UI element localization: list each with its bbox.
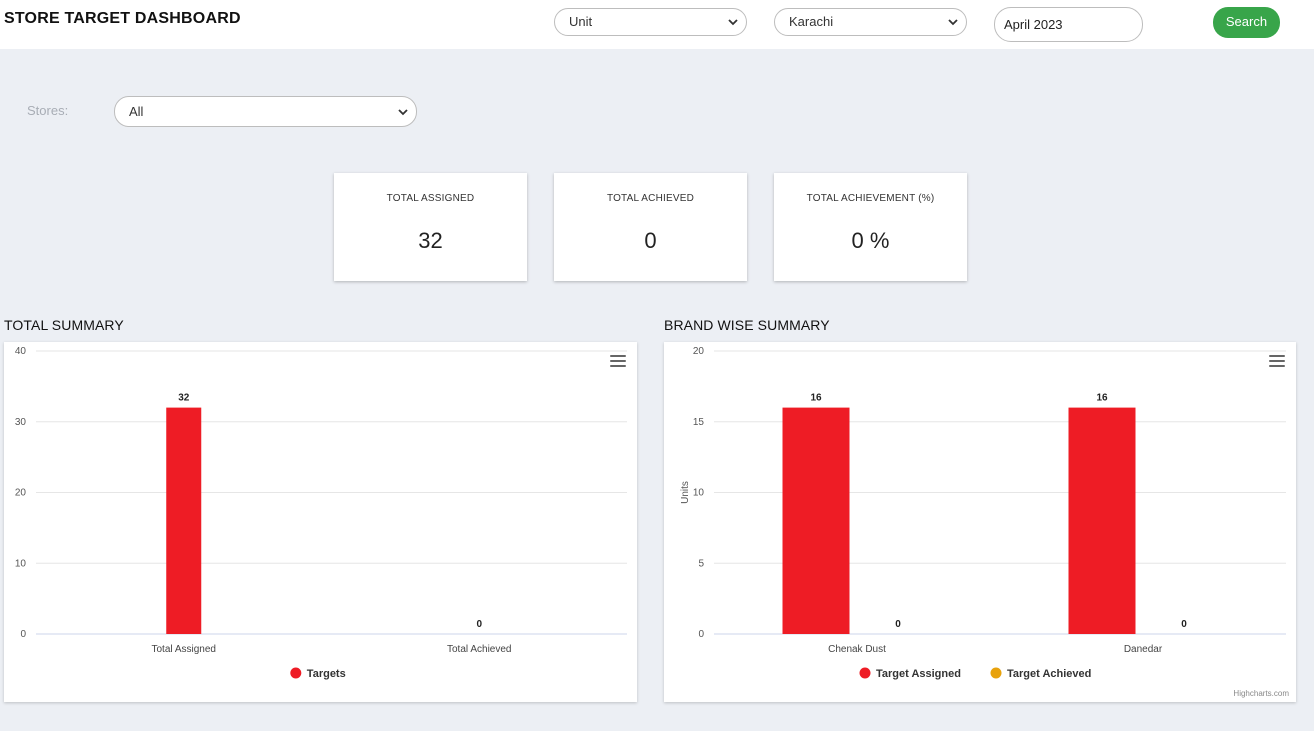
legend-marker [859,667,871,679]
data-label: 0 [1181,619,1187,630]
total-summary-chart: 0 10 20 30 40 32 Total Assigned 0 Total Achieved… [4,342,637,702]
total-achieved-card: TOTAL ACHIEVED 0 [554,173,747,281]
chevron-down-icon [398,109,408,116]
unit-select[interactable]: Unit [554,8,747,36]
bar [1068,407,1136,634]
hamburger-menu-icon[interactable] [610,355,626,367]
page-title: STORE TARGET DASHBOARD [4,10,241,27]
city-select[interactable]: Karachi [774,8,967,36]
stores-select-value: All [129,104,144,119]
brand-summary-title: BRAND WISE SUMMARY [664,317,830,333]
total-summary-title: TOTAL SUMMARY [4,317,124,333]
y-tick-label: 40 [15,346,27,357]
total-assigned-card: TOTAL ASSIGNED 32 [334,173,527,281]
y-tick-label: 5 [698,558,704,569]
chevron-down-icon [728,19,738,26]
bar [782,407,850,634]
top-bar: STORE TARGET DASHBOARD Unit Karachi Apri… [0,0,1314,49]
data-label: 16 [810,393,822,404]
y-tick-label: 10 [15,558,27,569]
x-tick-label: Danedar [1124,644,1163,655]
card-label: TOTAL ASSIGNED [386,193,475,204]
highcharts-credit[interactable]: Highcharts.com [1233,689,1289,698]
data-label: 32 [178,393,190,404]
x-tick-label: Total Achieved [447,644,512,655]
bar [166,407,202,634]
legend-item: Targets [307,668,346,680]
y-tick-label: 20 [693,346,705,357]
city-select-value: Karachi [789,14,834,29]
card-label: TOTAL ACHIEVEMENT (%) [806,193,935,204]
data-label: 0 [476,619,482,630]
y-tick-label: 0 [698,629,704,640]
card-label: TOTAL ACHIEVED [606,193,695,204]
x-tick-label: Chenak Dust [828,644,886,655]
total-summary-svg: 0 10 20 30 40 32 Total Assigned 0 Total Achieved… [15,346,627,680]
data-label: 16 [1096,393,1108,404]
y-axis-label: Units [680,481,691,504]
y-tick-label: 30 [15,417,27,428]
x-tick-label: Total Assigned [152,644,217,655]
hamburger-menu-icon[interactable] [1269,355,1285,367]
month-input[interactable]: April 2023 [994,7,1143,42]
data-label: 0 [895,619,901,630]
legend-marker [990,667,1002,679]
legend-marker [290,667,302,679]
card-value: 0 [644,228,657,253]
stores-label: Stores: [27,103,69,118]
y-tick-label: 0 [20,629,26,640]
total-achievement-card: TOTAL ACHIEVEMENT (%) 0 % [774,173,967,281]
unit-select-value: Unit [569,14,593,29]
brand-summary-svg: 0 5 10 15 20 Units 16 0 Chenak Dust 16 0 Danedar Tar… [680,346,1286,680]
legend-item: Target Achieved [1007,668,1091,680]
y-tick-label: 10 [693,488,705,499]
legend-item: Target Assigned [876,668,961,680]
search-button[interactable]: Search [1213,7,1280,38]
card-value: 32 [418,228,443,253]
y-tick-label: 15 [693,417,705,428]
y-tick-label: 20 [15,488,27,499]
stores-select[interactable]: All [114,96,417,127]
chevron-down-icon [948,19,958,26]
card-value: 0 % [851,228,890,253]
brand-summary-chart: 0 5 10 15 20 Units 16 0 Chenak Dust 16 0 Danedar Tar… [664,342,1296,702]
